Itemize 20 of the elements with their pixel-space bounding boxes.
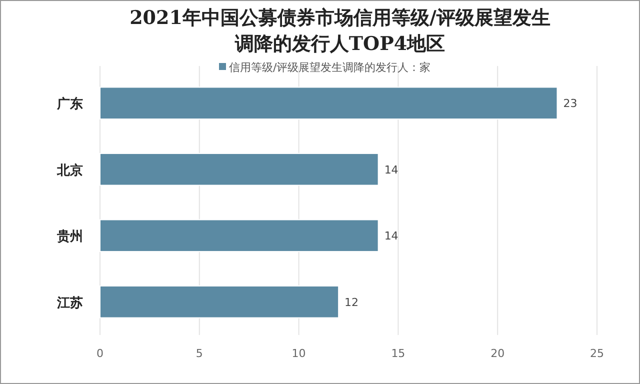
x-tick-label: 5 [196,347,203,360]
y-tick-label: 北京 [56,162,83,178]
data-label: 14 [384,230,398,243]
y-tick-label: 广东 [56,96,83,112]
x-tick-label: 25 [590,347,604,360]
data-label: 14 [384,163,398,176]
y-tick-label: 贵州 [56,228,83,245]
data-label: 12 [344,296,359,309]
bar [100,219,379,252]
x-tick-label: 15 [391,347,406,360]
x-tick-label: 10 [292,347,306,360]
bar [100,285,340,318]
legend: 信用等级/评级展望发生调降的发行人：家 [219,61,431,74]
x-tick-label: 0 [96,347,104,360]
data-label: 23 [563,97,578,110]
chart-title: 2021年中国公募债券市场信用等级/评级展望发生调降的发行人TOP4地区 [130,7,550,55]
y-tick-label: 江苏 [56,296,83,311]
bar [100,152,379,186]
x-tick-label: 20 [490,347,505,360]
bar [100,86,558,120]
